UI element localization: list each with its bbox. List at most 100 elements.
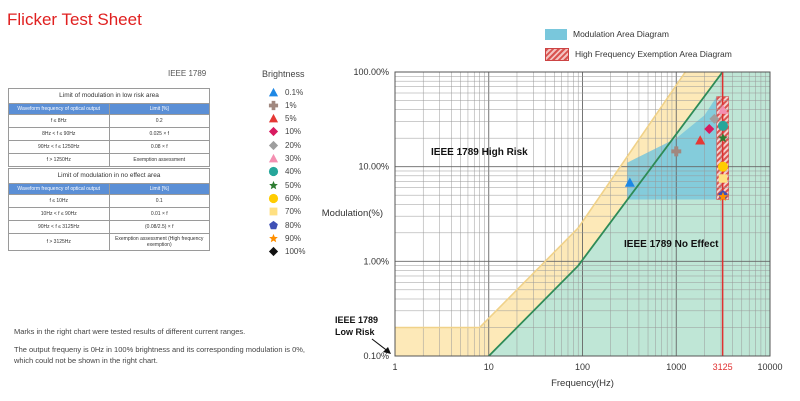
brightness-marker-icon xyxy=(269,233,278,243)
brightness-marker-icon xyxy=(268,87,279,96)
brightness-legend-label: 60% xyxy=(285,193,302,203)
brightness-marker-icon xyxy=(269,220,278,229)
brightness-marker-icon xyxy=(268,100,279,110)
legend-marker xyxy=(269,233,278,243)
brightness-legend-item: 100% xyxy=(268,246,305,258)
brightness-legend-item: 1% xyxy=(268,99,297,111)
standard-label: IEEE 1789 xyxy=(168,69,207,78)
brightness-marker-icon xyxy=(268,247,279,257)
legend-marker xyxy=(268,140,279,150)
brightness-legend-label: 5% xyxy=(285,114,297,124)
data-point xyxy=(717,161,728,172)
table-cell: Exemption assessment xyxy=(108,153,210,167)
arrow-head-icon xyxy=(383,347,391,354)
exemption-area-swatch xyxy=(545,47,569,61)
brightness-legend-item: 10% xyxy=(268,126,301,138)
legend-marker xyxy=(269,207,278,216)
y-tick-label: 1.00% xyxy=(363,256,389,266)
x-tick-label: 3125 xyxy=(713,362,733,372)
no-effect-table: Limit of modulation in no effect area Wa… xyxy=(8,168,210,251)
data-point xyxy=(704,123,715,134)
brightness-legend-label: 40% xyxy=(285,167,302,177)
y-tick-label: 10.00% xyxy=(358,162,389,172)
brightness-legend-item: 70% xyxy=(268,206,301,218)
high-risk-label: IEEE 1789 High Risk xyxy=(431,147,528,158)
y-tick-label: 0.10% xyxy=(363,351,389,361)
brightness-legend-item: 40% xyxy=(268,166,301,178)
low-risk-region xyxy=(395,72,723,356)
grid xyxy=(395,72,770,356)
page-title: Flicker Test Sheet xyxy=(7,10,142,29)
y-axis-label: Modulation(%) xyxy=(322,208,383,219)
brightness-marker-icon xyxy=(268,114,279,123)
no-effect-label: IEEE 1789 No Effect xyxy=(624,239,719,250)
legend-marker xyxy=(268,167,279,177)
data-point xyxy=(718,174,728,183)
low-risk-boundary-line xyxy=(395,72,686,329)
brightness-legend-label: 70% xyxy=(285,207,302,217)
legend-marker xyxy=(268,153,279,163)
brightness-legend-item: 30% xyxy=(268,153,301,165)
data-point xyxy=(695,135,706,145)
low-risk-label: IEEE 1789 xyxy=(335,315,378,325)
brightness-legend-label: 1% xyxy=(285,100,297,110)
legend-marker xyxy=(268,114,279,123)
brightness-legend-label: 10% xyxy=(285,127,302,137)
brightness-marker-icon xyxy=(268,193,279,203)
low-risk-table: Limit of modulation in low risk area Wav… xyxy=(8,88,210,167)
note-text: Marks in the right chart were tested res… xyxy=(14,327,246,336)
x-tick-label: 10000 xyxy=(757,362,782,372)
legend-marker xyxy=(268,87,279,96)
legend-modulation-area: Modulation Area Diagram xyxy=(545,28,669,40)
brightness-legend-item: 20% xyxy=(268,139,301,151)
x-tick-label: 10 xyxy=(484,362,494,372)
brightness-marker-icon xyxy=(269,180,278,189)
x-tick-label: 1 xyxy=(392,362,397,372)
data-point xyxy=(718,191,728,201)
brightness-legend-label: 0.1% xyxy=(285,87,304,97)
data-point xyxy=(624,177,635,187)
brightness-legend-item: 5% xyxy=(268,113,297,125)
brightness-legend-item: 60% xyxy=(268,192,301,204)
legend-marker xyxy=(269,220,278,229)
legend-marker xyxy=(268,127,279,137)
brightness-legend-item: 50% xyxy=(268,179,301,191)
brightness-legend-label: 80% xyxy=(285,220,302,230)
brightness-legend-label: 90% xyxy=(285,233,302,243)
legend-marker xyxy=(269,180,278,189)
brightness-marker-icon xyxy=(268,153,279,163)
no-effect-boundary-line xyxy=(488,72,724,356)
legend-marker xyxy=(268,100,279,110)
brightness-legend-label: 100% xyxy=(285,247,306,257)
data-point xyxy=(718,133,728,143)
legend-exemption-area: High Frequency Exemption Area Diagram xyxy=(545,47,732,61)
x-tick-label: 100 xyxy=(575,362,590,372)
brightness-marker-icon xyxy=(269,207,278,216)
brightness-legend-label: 30% xyxy=(285,154,302,163)
brightness-legend-item: 90% xyxy=(268,232,301,244)
x-tick-label: 1000 xyxy=(666,362,686,372)
low-risk-label: Low Risk xyxy=(335,327,376,337)
brightness-marker-icon xyxy=(268,167,279,177)
data-point xyxy=(709,113,720,124)
data-point xyxy=(717,120,728,131)
legend-label: Modulation Area Diagram xyxy=(573,29,669,39)
table-cell: Exemption assessment (High frequency exe… xyxy=(108,233,210,251)
brightness-marker-icon xyxy=(268,127,279,137)
x-axis-label: Frequency(Hz) xyxy=(551,378,614,389)
brightness-legend-item: 0.1% xyxy=(268,86,303,98)
modulation-area-swatch xyxy=(545,28,567,40)
table-caption: Limit of modulation in no effect area xyxy=(8,168,210,184)
brightness-legend-label: 50% xyxy=(285,180,302,190)
brightness-legend-label: 20% xyxy=(285,140,302,150)
legend-label: High Frequency Exemption Area Diagram xyxy=(575,49,732,59)
plot-frame xyxy=(394,71,771,357)
data-point xyxy=(717,104,728,114)
note-text: The output frequeny is 0Hz in 100% brigh… xyxy=(14,345,306,365)
brightness-legend-title: Brightness xyxy=(262,69,305,79)
table-cell: f > 3125Hz xyxy=(8,233,110,251)
brightness-marker-icon xyxy=(268,140,279,150)
legend-marker xyxy=(268,193,279,203)
brightness-legend-item: 80% xyxy=(268,219,301,231)
